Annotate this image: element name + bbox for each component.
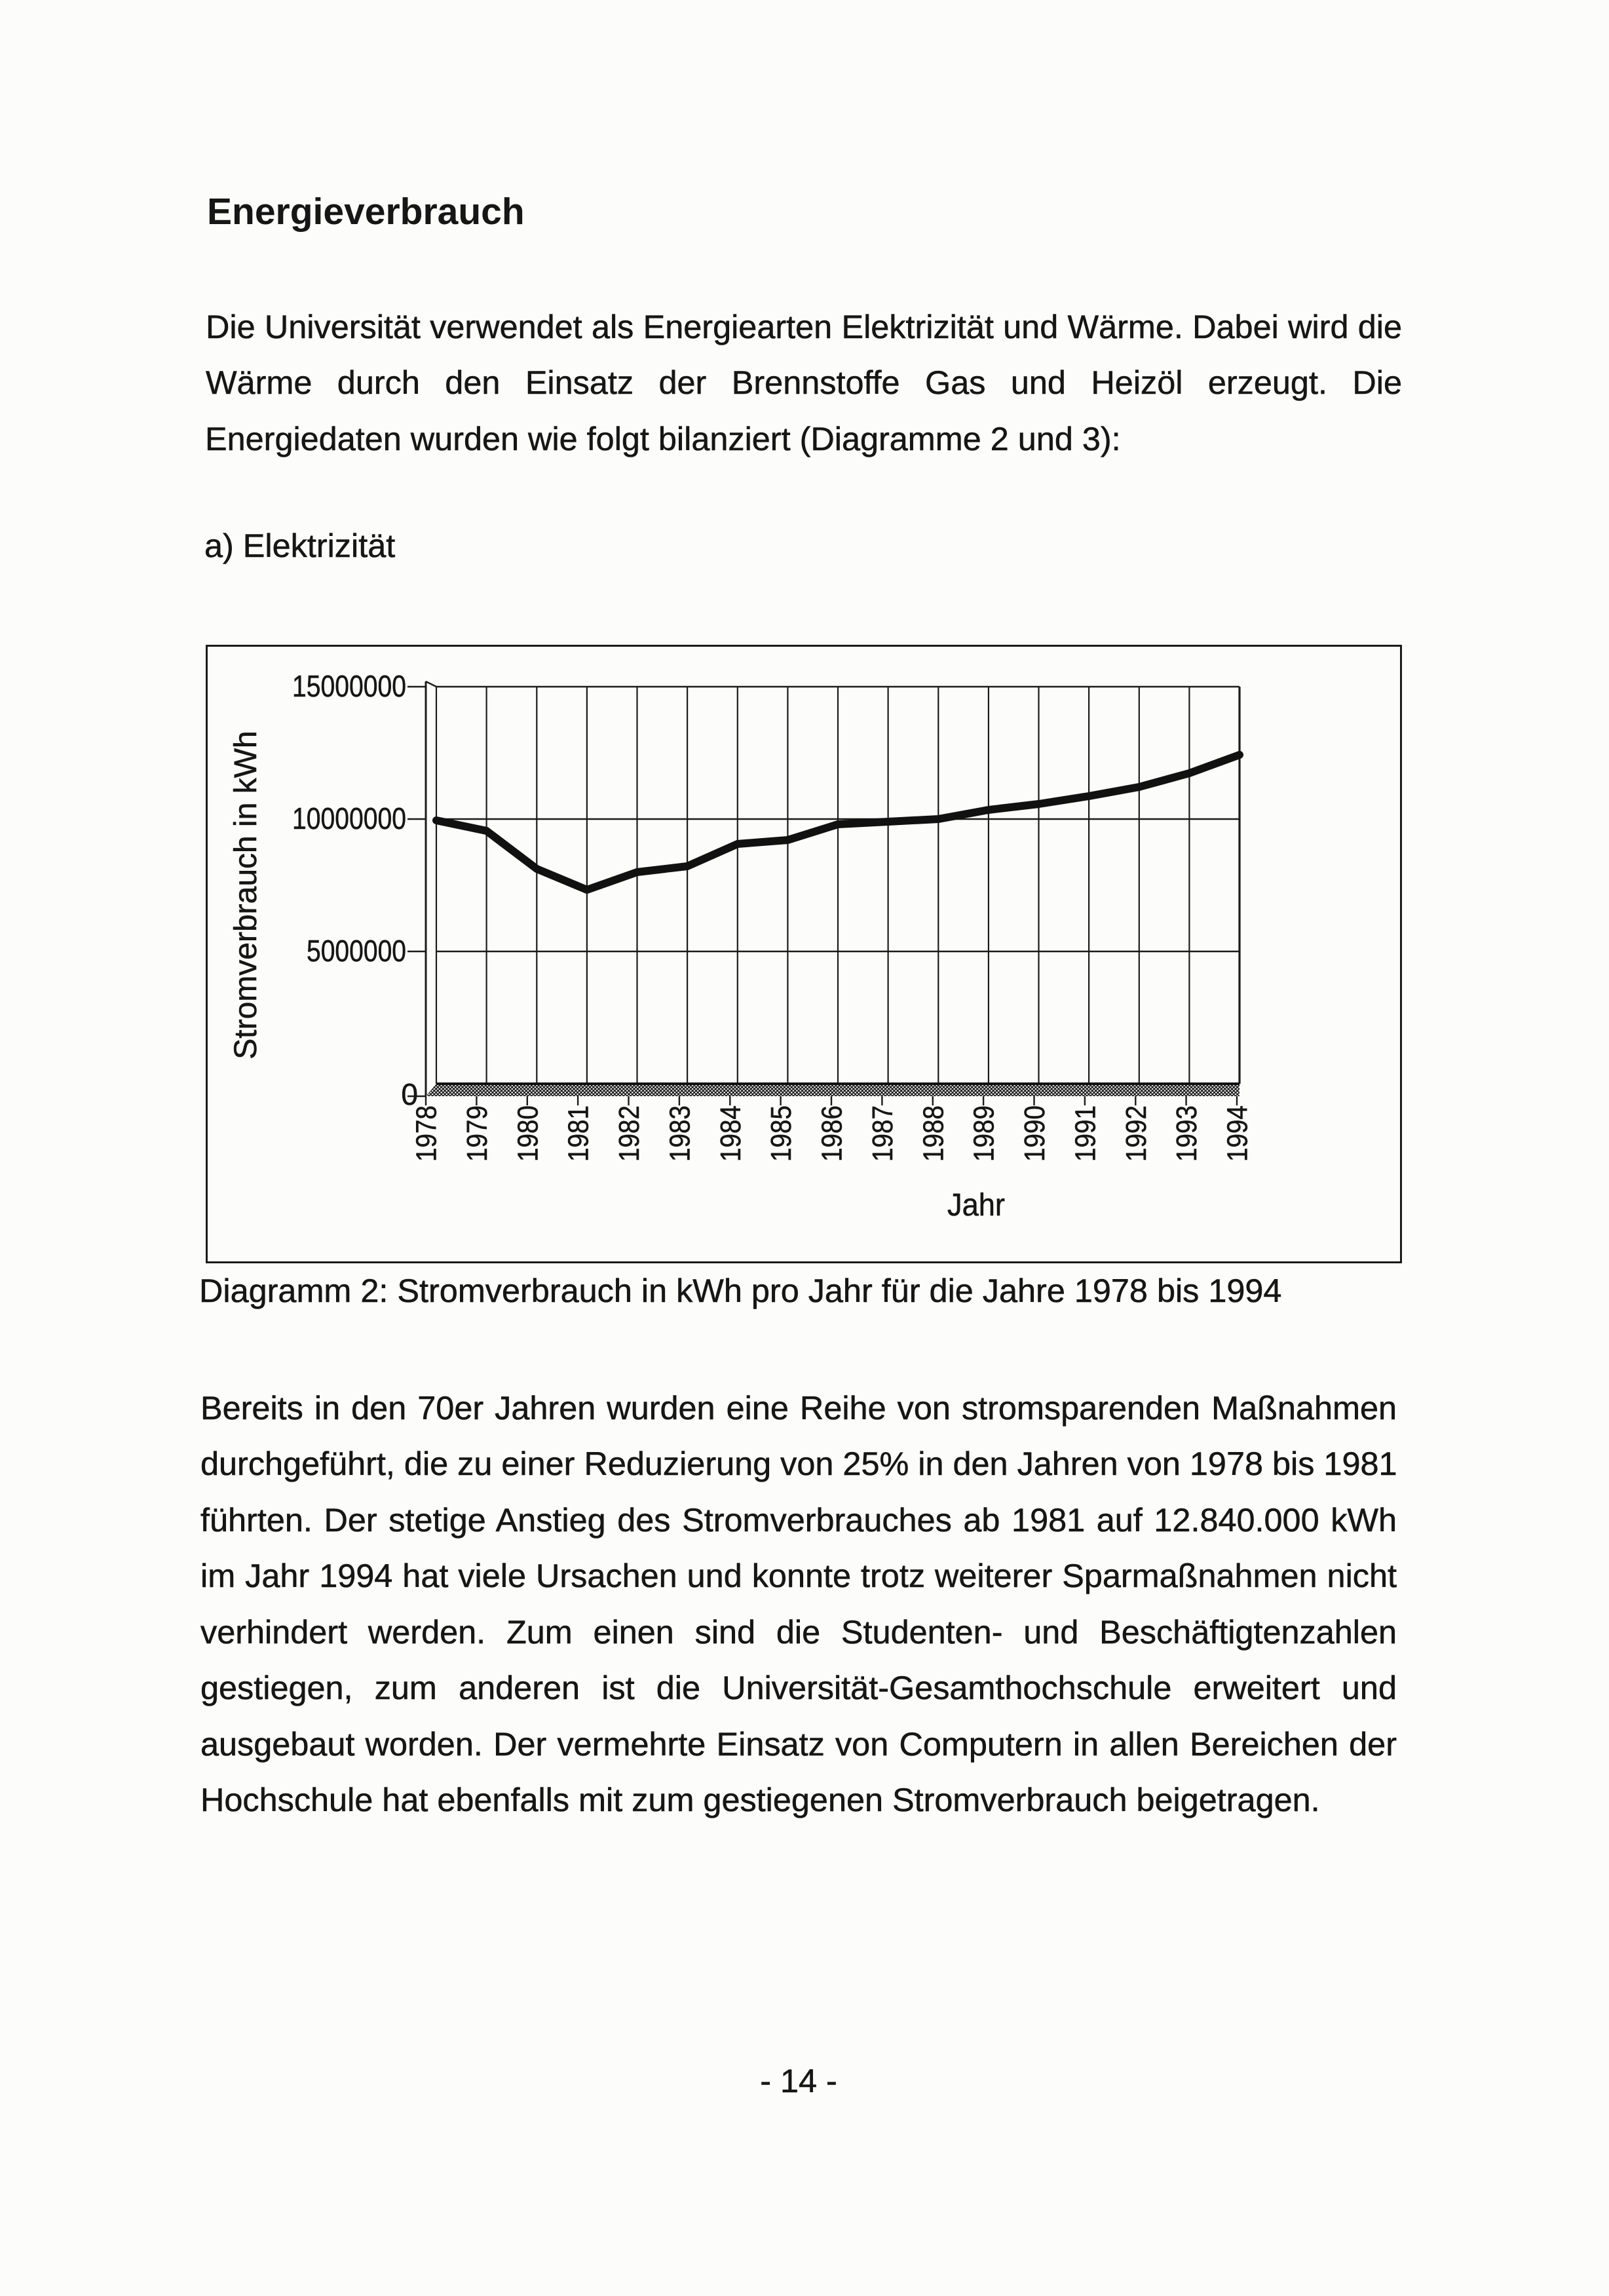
svg-text:1979: 1979 bbox=[461, 1105, 493, 1162]
svg-text:1984: 1984 bbox=[715, 1105, 747, 1162]
svg-text:1982: 1982 bbox=[613, 1105, 645, 1162]
svg-text:1990: 1990 bbox=[1019, 1105, 1051, 1162]
svg-text:1985: 1985 bbox=[765, 1105, 797, 1162]
svg-text:1992: 1992 bbox=[1120, 1105, 1152, 1162]
svg-text:10000000: 10000000 bbox=[292, 801, 406, 835]
svg-text:1986: 1986 bbox=[816, 1105, 848, 1162]
svg-text:1988: 1988 bbox=[917, 1105, 949, 1162]
svg-text:1980: 1980 bbox=[512, 1105, 544, 1162]
svg-text:1981: 1981 bbox=[563, 1105, 595, 1162]
svg-text:1978: 1978 bbox=[411, 1105, 443, 1162]
svg-text:1989: 1989 bbox=[968, 1105, 1000, 1162]
svg-text:Jahr: Jahr bbox=[947, 1188, 1005, 1223]
svg-text:1993: 1993 bbox=[1171, 1105, 1203, 1162]
svg-text:1987: 1987 bbox=[867, 1105, 899, 1162]
svg-text:15000000: 15000000 bbox=[292, 669, 406, 703]
svg-text:1991: 1991 bbox=[1069, 1105, 1101, 1162]
svg-text:Stromverbrauch in kWh: Stromverbrauch in kWh bbox=[229, 731, 263, 1060]
svg-text:5000000: 5000000 bbox=[307, 934, 406, 968]
svg-text:0: 0 bbox=[401, 1077, 418, 1111]
svg-text:1994: 1994 bbox=[1222, 1105, 1254, 1162]
svg-text:1983: 1983 bbox=[664, 1105, 696, 1162]
